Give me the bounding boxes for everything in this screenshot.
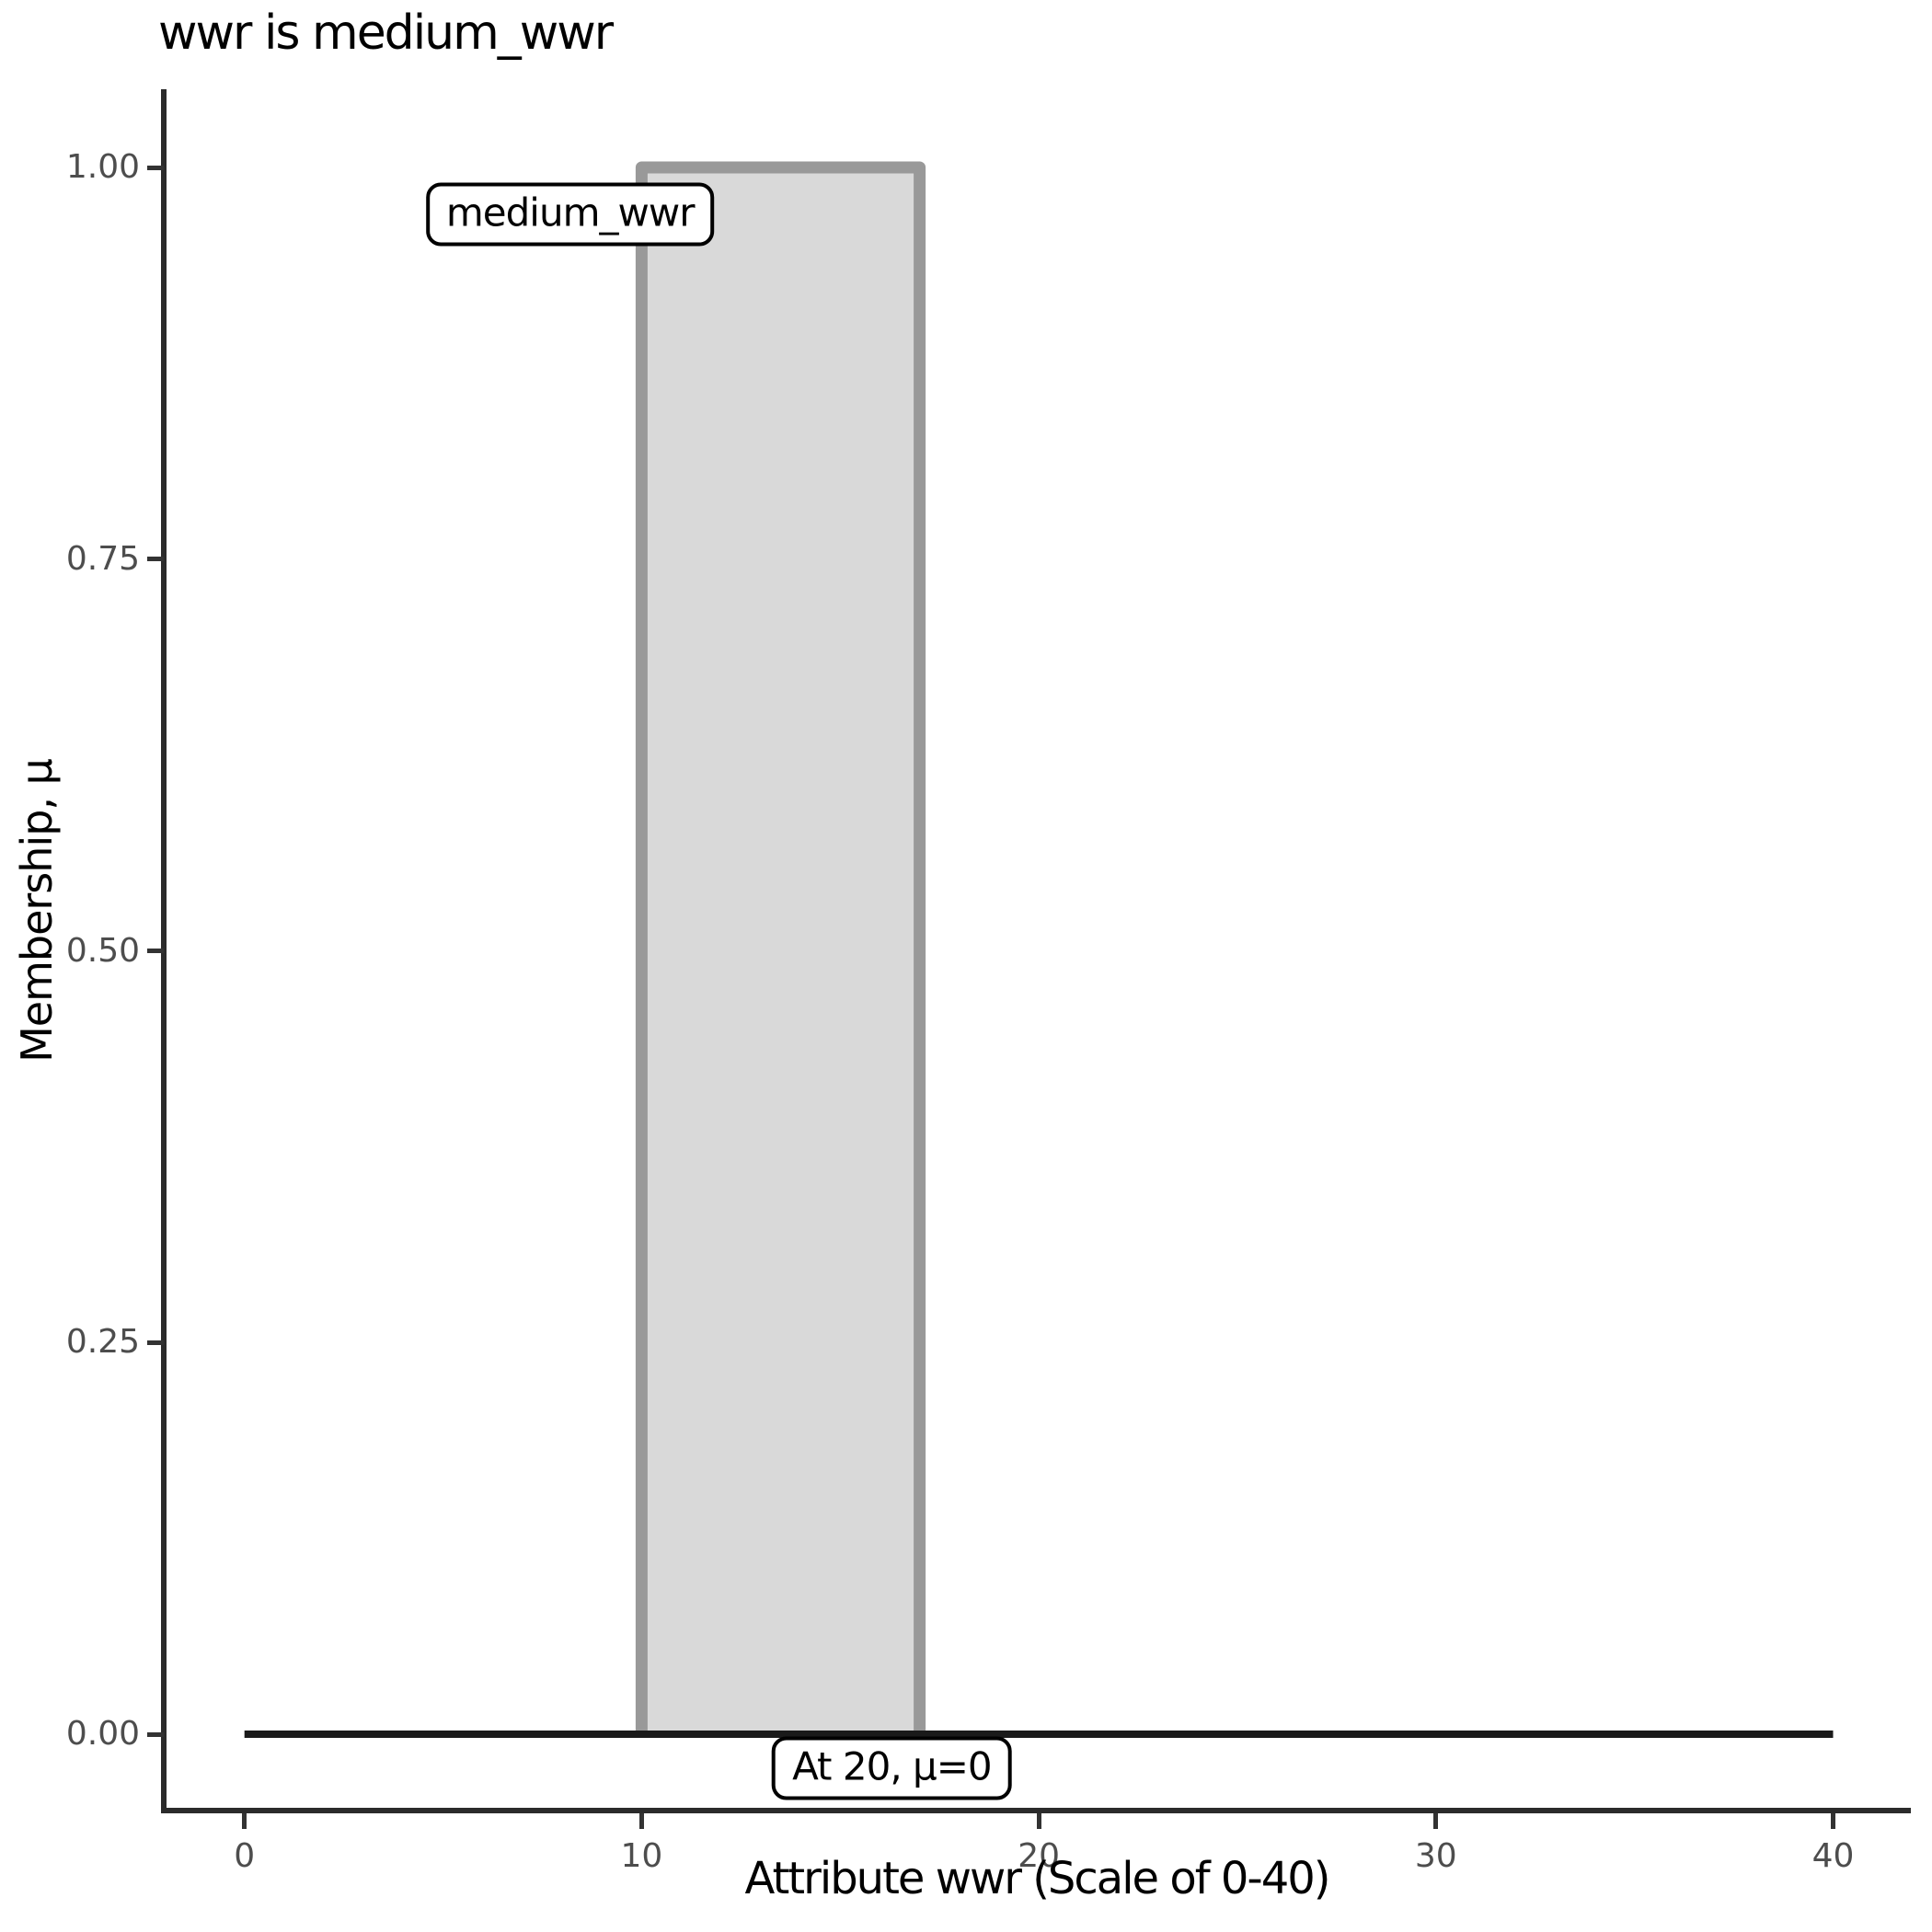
y-tick-label: 1.00: [65, 148, 140, 186]
membership-outline-medium_wwr: [635, 161, 926, 1734]
y-axis-label: Membership, μ: [12, 759, 62, 1063]
x-tick-mark: [638, 1813, 644, 1829]
y-tick-mark: [147, 557, 164, 562]
x-tick-label: 0: [234, 1837, 256, 1875]
y-tick-label: 0.00: [65, 1715, 140, 1753]
x-axis-spine: [161, 1808, 1911, 1813]
x-tick-mark: [1831, 1813, 1835, 1829]
x-tick-label: 30: [1414, 1837, 1457, 1875]
y-tick-mark: [147, 949, 164, 953]
x-tick-label: 10: [620, 1837, 663, 1875]
y-tick-label: 0.50: [65, 931, 140, 970]
x-tick-label: 20: [1018, 1837, 1060, 1875]
x-tick-mark: [1036, 1813, 1041, 1829]
y-tick-mark: [147, 165, 164, 170]
x-tick-label: 40: [1811, 1837, 1855, 1875]
x-axis-label: Attribute wwr (Scale of 0-40): [744, 1853, 1330, 1904]
annotation-medium-wwr: medium_wwr: [425, 182, 715, 247]
y-tick-label: 0.25: [65, 1323, 140, 1362]
x-tick-mark: [1433, 1813, 1439, 1829]
y-axis-spine: [161, 89, 167, 1813]
y-tick-label: 0.75: [65, 539, 140, 578]
y-tick-mark: [147, 1731, 164, 1737]
y-tick-mark: [147, 1340, 164, 1345]
x-tick-mark: [242, 1813, 247, 1829]
chart-title: wwr is medium_wwr: [158, 6, 614, 61]
membership-area-medium_wwr: [641, 167, 920, 1734]
annotation-at-20: At 20, μ=0: [772, 1736, 1012, 1800]
